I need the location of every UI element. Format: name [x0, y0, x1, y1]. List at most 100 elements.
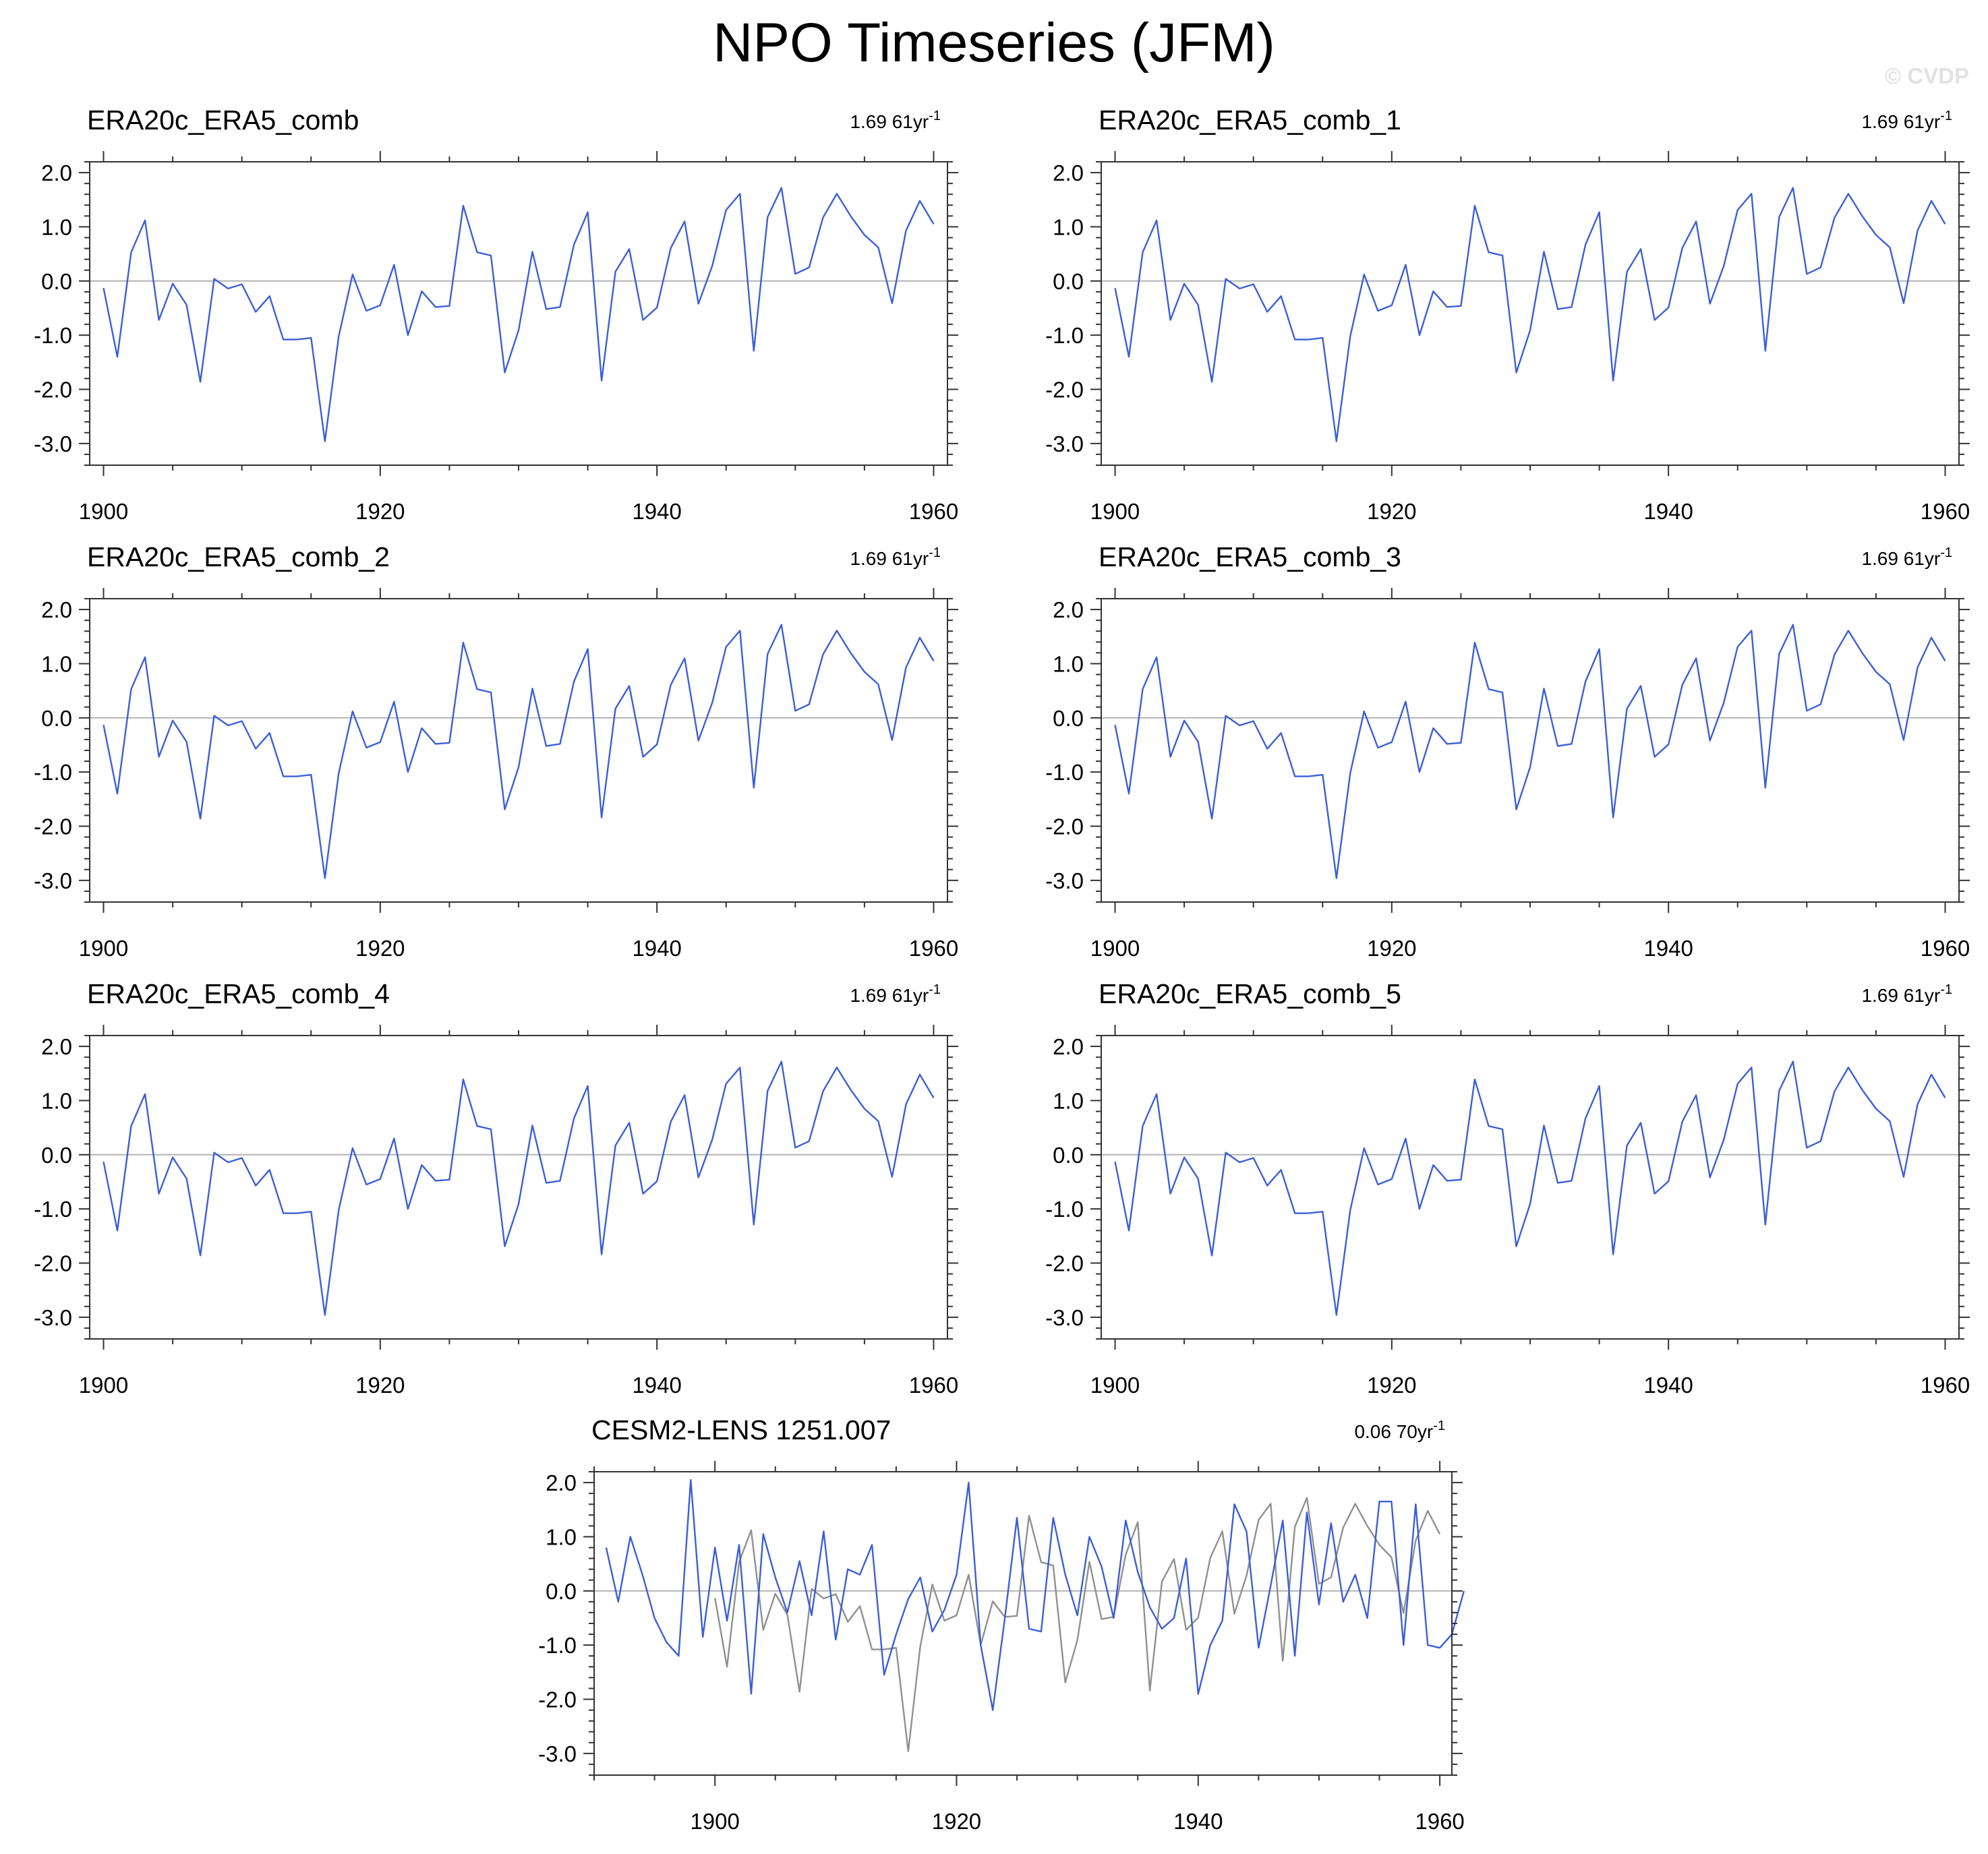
y-tick-label: 2.0 — [1053, 160, 1084, 185]
series-line-0 — [103, 624, 935, 879]
y-tick-label: -1.0 — [34, 1197, 72, 1222]
series-line-0 — [1114, 1060, 1946, 1316]
y-tick-label: 1.0 — [546, 1524, 577, 1549]
y-tick-label: 0.0 — [41, 269, 72, 294]
x-tick-label: 1920 — [355, 936, 405, 961]
y-tick-label: -1.0 — [1045, 1197, 1084, 1222]
y-tick-label: 0.0 — [41, 706, 72, 731]
y-tick-label: 2.0 — [41, 597, 72, 622]
x-tick-label: 1920 — [1367, 936, 1416, 961]
plot-frame — [593, 1471, 1453, 1776]
x-tick-label: 1940 — [1643, 936, 1693, 961]
x-tick-label: 1960 — [1921, 936, 1970, 961]
y-tick-label: 0.0 — [546, 1579, 577, 1604]
series-line-0 — [714, 1497, 1441, 1752]
y-tick-label: 0.0 — [1053, 1143, 1084, 1168]
y-tick-label: -3.0 — [1045, 431, 1084, 456]
chart-panel-0: 2.0 1.0 0.0 -1.0 -2.0 -3.0 1900 1920 1940 1960 ERA… — [34, 104, 958, 524]
x-tick-label: 1920 — [355, 1373, 405, 1398]
y-tick-label: 1.0 — [1053, 214, 1084, 239]
x-tick-label: 1900 — [1090, 499, 1140, 524]
y-tick-label: 2.0 — [546, 1470, 577, 1495]
x-tick-label: 1920 — [355, 499, 405, 524]
x-tick-label: 1960 — [909, 936, 958, 961]
x-tick-label: 1960 — [1921, 1373, 1970, 1398]
y-tick-label: -2.0 — [1045, 1251, 1084, 1276]
x-tick-label: 1900 — [79, 499, 128, 524]
x-tick-label: 1940 — [632, 1373, 681, 1398]
x-tick-label: 1940 — [632, 499, 681, 524]
panel-title: ERA20c_ERA5_comb_1 — [1099, 104, 1401, 136]
y-tick-label: -2.0 — [34, 814, 72, 839]
x-tick-label: 1900 — [1090, 1373, 1140, 1398]
plot-frame — [89, 1035, 948, 1340]
plot-frame — [1101, 161, 1960, 466]
x-tick-label: 1960 — [1415, 1809, 1464, 1834]
x-tick-label: 1960 — [909, 499, 958, 524]
chart-panel-1: 2.0 1.0 0.0 -1.0 -2.0 -3.0 1900 1920 1940 1960 ERA… — [1045, 104, 1970, 524]
trend-label: 1.69 61yr-1 — [850, 109, 941, 132]
y-tick-label: 2.0 — [41, 1034, 72, 1059]
y-tick-label: -3.0 — [34, 431, 72, 456]
y-tick-label: 0.0 — [41, 1143, 72, 1168]
y-tick-label: 0.0 — [1053, 706, 1084, 731]
y-tick-label: 2.0 — [41, 160, 72, 185]
x-tick-label: 1940 — [1643, 499, 1693, 524]
panel-title: CESM2-LENS 1251.007 — [591, 1414, 891, 1445]
plot-frame — [1101, 1035, 1960, 1340]
x-tick-label: 1960 — [1921, 499, 1970, 524]
y-tick-label: 2.0 — [1053, 1034, 1084, 1059]
series-line-0 — [1114, 624, 1946, 879]
cvdp-watermark: © CVDP — [1884, 63, 1969, 88]
x-tick-label: 1960 — [909, 1373, 958, 1398]
panel-title: ERA20c_ERA5_comb — [87, 104, 359, 136]
y-tick-label: 2.0 — [1053, 597, 1084, 622]
trend-label: 1.69 61yr-1 — [1861, 109, 1952, 132]
trend-label: 1.69 61yr-1 — [850, 545, 941, 569]
y-tick-label: 1.0 — [41, 1088, 72, 1113]
panel-title: ERA20c_ERA5_comb_2 — [87, 541, 390, 572]
y-tick-label: 1.0 — [1053, 1088, 1084, 1113]
x-tick-label: 1940 — [632, 936, 681, 961]
series-line-0 — [103, 187, 935, 442]
y-tick-label: -2.0 — [34, 1251, 72, 1276]
y-tick-label: -3.0 — [34, 868, 72, 893]
plot-frame — [89, 161, 948, 466]
x-tick-label: 1900 — [1090, 936, 1140, 961]
chart-panel-2: 2.0 1.0 0.0 -1.0 -2.0 -3.0 1900 1920 1940 1960 ERA… — [34, 541, 958, 961]
x-tick-label: 1900 — [79, 1373, 128, 1398]
chart-panel-5: 2.0 1.0 0.0 -1.0 -2.0 -3.0 1900 1920 1940 1960 ERA… — [1045, 978, 1970, 1398]
figure-title: NPO Timeseries (JFM) — [713, 12, 1275, 73]
x-tick-label: 1920 — [932, 1809, 981, 1834]
x-tick-label: 1940 — [1643, 1373, 1693, 1398]
series-line-0 — [1114, 187, 1946, 442]
x-tick-label: 1900 — [79, 936, 128, 961]
y-tick-label: -1.0 — [538, 1633, 577, 1658]
x-tick-label: 1920 — [1367, 1373, 1416, 1398]
y-tick-label: -3.0 — [1045, 1305, 1084, 1330]
y-tick-label: 1.0 — [1053, 651, 1084, 676]
chart-panel-3: 2.0 1.0 0.0 -1.0 -2.0 -3.0 1900 1920 1940 1960 ERA… — [1045, 541, 1970, 961]
chart-panel-6: 2.0 1.0 0.0 -1.0 -2.0 -3.0 1900 1920 1940 1960 CES… — [538, 1414, 1465, 1834]
panel-title: ERA20c_ERA5_comb_3 — [1099, 541, 1401, 572]
y-tick-label: -1.0 — [34, 323, 72, 348]
series-line-1 — [605, 1478, 1465, 1711]
plot-frame — [89, 598, 948, 903]
x-tick-label: 1940 — [1173, 1809, 1223, 1834]
y-tick-label: -2.0 — [538, 1687, 577, 1712]
trend-label: 1.69 61yr-1 — [1861, 982, 1952, 1006]
chart-panel-4: 2.0 1.0 0.0 -1.0 -2.0 -3.0 1900 1920 1940 1960 ERA… — [34, 978, 958, 1398]
y-tick-label: -3.0 — [1045, 868, 1084, 893]
y-tick-label: -3.0 — [538, 1741, 577, 1766]
y-tick-label: 1.0 — [41, 214, 72, 239]
y-tick-label: -1.0 — [1045, 760, 1084, 785]
series-line-0 — [103, 1060, 935, 1316]
y-tick-label: -1.0 — [34, 760, 72, 785]
y-tick-label: -1.0 — [1045, 323, 1084, 348]
y-tick-label: -2.0 — [1045, 378, 1084, 402]
trend-label: 1.69 61yr-1 — [850, 982, 941, 1006]
panel-title: ERA20c_ERA5_comb_5 — [1099, 978, 1401, 1009]
trend-label: 1.69 61yr-1 — [1861, 545, 1952, 569]
plot-frame — [1101, 598, 1960, 903]
